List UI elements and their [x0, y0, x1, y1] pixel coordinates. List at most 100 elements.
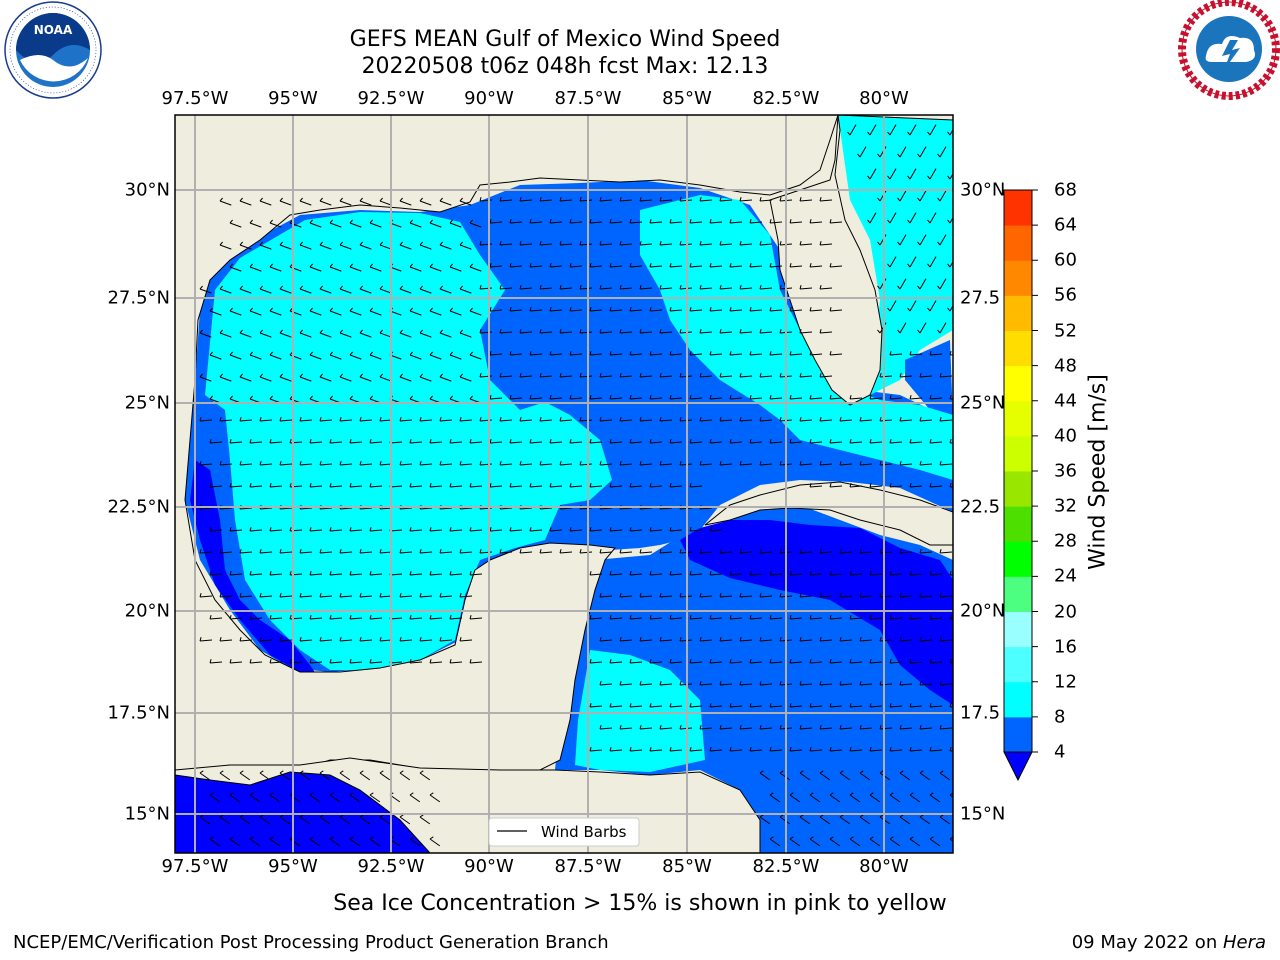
wind-barb [419, 637, 433, 642]
wind-barb [649, 307, 663, 312]
wind-barb [619, 461, 633, 466]
wind-barb [469, 439, 483, 444]
wind-barb [849, 483, 863, 488]
wind-barb [269, 615, 283, 620]
wind-barb [619, 637, 633, 642]
colorbar-level-label: 32 [1054, 495, 1077, 517]
wind-barb [279, 461, 293, 466]
wind-barb [319, 241, 332, 250]
wind-barb [209, 483, 223, 488]
wind-barb [829, 263, 843, 268]
wind-barb [799, 549, 813, 554]
wind-barb [937, 146, 947, 158]
wind-barb [409, 483, 423, 488]
wind-barb [419, 814, 431, 825]
wind-barb [819, 549, 833, 554]
wind-barb [509, 483, 523, 488]
wind-barb [749, 307, 763, 312]
wind-barb [937, 322, 947, 334]
wind-barb [399, 417, 413, 422]
wind-barb [459, 593, 473, 598]
wind-barb [960, 593, 972, 597]
wind-barb [489, 483, 503, 488]
wind-barb [887, 212, 897, 224]
wind-barb [399, 241, 412, 250]
wind-barb [449, 527, 463, 532]
wind-barb [809, 792, 821, 803]
wind-barb [309, 792, 321, 803]
wind-barb [349, 439, 363, 444]
wind-barb [549, 483, 563, 488]
wind-barb [259, 373, 272, 382]
wind-barb [709, 703, 723, 708]
wind-barb [449, 483, 463, 488]
wind-barb [299, 593, 313, 598]
wind-barb [819, 814, 831, 825]
wind-barb [789, 263, 803, 268]
wind-barb [439, 593, 453, 598]
wind-barb [439, 373, 452, 382]
lon-tick-top: 82.5°W [752, 88, 820, 109]
wind-barb [609, 615, 623, 620]
wind-barb [599, 417, 613, 422]
wind-barb [739, 637, 753, 642]
wind-barb [839, 417, 853, 422]
wind-barb [809, 351, 823, 356]
wind-barb [199, 814, 211, 825]
wind-barb [209, 439, 223, 444]
wind-barb [789, 307, 803, 312]
wind-barb [939, 549, 953, 554]
wind-barb [259, 770, 271, 781]
wind-barb [369, 351, 382, 360]
wind-barb [569, 527, 583, 532]
map-legend: Wind Barbs [488, 817, 640, 847]
wind-barb [449, 219, 462, 228]
wind-barb [229, 527, 243, 532]
lat-tick-right: 15°N [960, 803, 1006, 825]
wind-barb [829, 219, 843, 224]
wind-barb [309, 483, 323, 488]
wind-barb [639, 725, 653, 730]
wind-barb [249, 307, 262, 316]
wind-barb [299, 770, 311, 781]
wind-barb [339, 285, 352, 294]
wind-barb [629, 351, 643, 356]
wind-barb [199, 417, 213, 422]
wind-barb [639, 417, 653, 422]
wind-barb [339, 549, 353, 554]
wind-barb [729, 395, 743, 400]
chart-title: GEFS MEAN Gulf of Mexico Wind Speed [349, 27, 781, 52]
wind-barb [759, 593, 773, 598]
wind-barb [649, 571, 663, 576]
wind-barb [739, 417, 753, 422]
wind-barb [609, 351, 623, 356]
wind-barb [339, 770, 351, 781]
wind-barb [209, 351, 222, 360]
wind-barb [589, 395, 603, 400]
wind-barb [259, 417, 273, 422]
wind-barb [689, 307, 703, 312]
wind-barb [819, 197, 833, 202]
wind-barb [759, 373, 773, 378]
wind-barb [769, 703, 783, 708]
wind-barb [649, 747, 663, 752]
lat-tick-right: 30°N [960, 179, 1006, 201]
wind-barb [419, 373, 432, 382]
wind-barb [449, 351, 462, 360]
colorbar-level-label: 68 [1054, 179, 1077, 201]
wind-barb [589, 307, 603, 312]
wind-barb [939, 814, 951, 825]
wind-barb [709, 219, 723, 224]
wind-barb [229, 615, 243, 620]
wind-barb [947, 216, 953, 224]
wind-barb [339, 197, 352, 206]
wind-barb [899, 417, 913, 422]
wind-barb [799, 241, 813, 246]
wind-barb [599, 373, 613, 378]
wind-barb [859, 593, 873, 598]
colorbar-level-label: 4 [1054, 741, 1066, 763]
wind-barb [619, 549, 633, 554]
wind-barb [499, 329, 513, 334]
wind-barb [429, 351, 442, 360]
